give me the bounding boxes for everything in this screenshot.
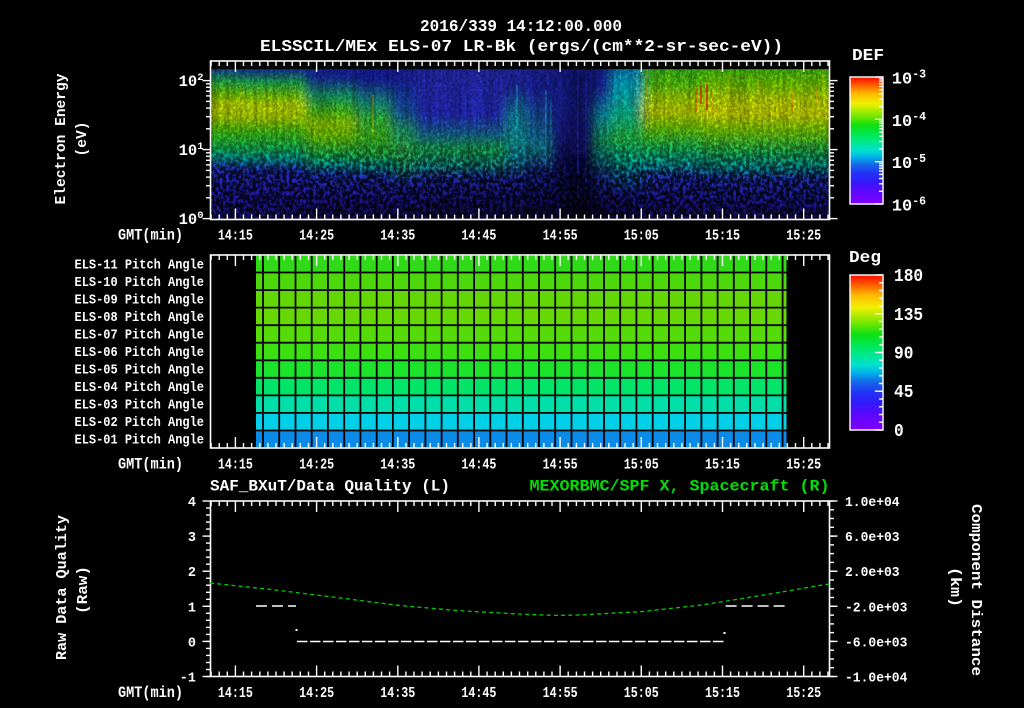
svg-text:-6.0e+03: -6.0e+03 <box>845 635 907 651</box>
svg-text:15:15: 15:15 <box>705 458 740 474</box>
svg-text:6.0e+03: 6.0e+03 <box>845 530 900 546</box>
svg-text:ELS-07 Pitch Angle: ELS-07 Pitch Angle <box>75 328 205 344</box>
svg-text:14:45: 14:45 <box>461 686 496 702</box>
svg-text:14:35: 14:35 <box>380 686 415 702</box>
svg-text:MEXORBMC/SPF X, Spacecraft (R): MEXORBMC/SPF X, Spacecraft (R) <box>530 478 830 496</box>
svg-text:15:05: 15:05 <box>624 458 659 474</box>
svg-text:1.0e+04: 1.0e+04 <box>845 495 900 511</box>
svg-text:90: 90 <box>894 345 913 365</box>
svg-text:2016/339 14:12:00.000: 2016/339 14:12:00.000 <box>420 18 622 37</box>
svg-text:15:25: 15:25 <box>786 458 821 474</box>
svg-text:15:05: 15:05 <box>624 229 659 245</box>
svg-text:ELS-02 Pitch Angle: ELS-02 Pitch Angle <box>75 415 205 431</box>
svg-text:3: 3 <box>188 531 196 546</box>
svg-text:ELS-08 Pitch Angle: ELS-08 Pitch Angle <box>75 310 205 326</box>
svg-text:DEF: DEF <box>852 47 884 66</box>
svg-text:15:25: 15:25 <box>786 686 821 702</box>
svg-text:14:25: 14:25 <box>299 458 334 474</box>
svg-text:14:15: 14:15 <box>218 686 253 702</box>
svg-text:SAF_BXuT/Data Quality (L): SAF_BXuT/Data Quality (L) <box>210 478 450 496</box>
svg-text:ELS-06 Pitch Angle: ELS-06 Pitch Angle <box>75 345 205 361</box>
svg-text:2: 2 <box>188 566 196 581</box>
svg-text:ELS-10 Pitch Angle: ELS-10 Pitch Angle <box>75 275 205 291</box>
svg-text:15:05: 15:05 <box>624 686 659 702</box>
svg-text:(Raw): (Raw) <box>75 566 92 614</box>
svg-text:180: 180 <box>894 267 923 287</box>
svg-text:14:35: 14:35 <box>380 229 415 245</box>
svg-text:-2.0e+03: -2.0e+03 <box>845 600 907 616</box>
svg-text:(eV): (eV) <box>74 122 91 157</box>
svg-text:ELSSCIL/MEx ELS-07 LR-Bk (erg: ELSSCIL/MEx ELS-07 LR-Bk (ergs/(cm**2-sr… <box>260 38 783 57</box>
svg-text:15:15: 15:15 <box>705 686 740 702</box>
svg-text:14:15: 14:15 <box>218 229 253 245</box>
svg-text:(km): (km) <box>946 567 963 607</box>
svg-text:ELS-01 Pitch Angle: ELS-01 Pitch Angle <box>75 433 205 449</box>
svg-text:Electron Energy: Electron Energy <box>53 74 70 205</box>
svg-text:ELS-11 Pitch Angle: ELS-11 Pitch Angle <box>75 257 205 273</box>
svg-text:14:55: 14:55 <box>543 229 578 245</box>
svg-text:14:15: 14:15 <box>218 458 253 474</box>
svg-text:14:45: 14:45 <box>461 458 496 474</box>
svg-text:15:15: 15:15 <box>705 229 740 245</box>
svg-text:0: 0 <box>188 636 196 651</box>
svg-text:Raw Data Quality: Raw Data Quality <box>54 515 71 660</box>
svg-text:14:45: 14:45 <box>461 229 496 245</box>
svg-text:0: 0 <box>894 422 904 442</box>
svg-text:ELS-03 Pitch Angle: ELS-03 Pitch Angle <box>75 398 205 414</box>
svg-text:14:55: 14:55 <box>543 458 578 474</box>
svg-text:GMT(min): GMT(min) <box>118 227 183 245</box>
svg-text:135: 135 <box>894 306 923 326</box>
svg-text:Deg: Deg <box>849 249 881 268</box>
svg-text:4: 4 <box>188 496 196 511</box>
svg-text:ELS-05 Pitch Angle: ELS-05 Pitch Angle <box>75 363 205 379</box>
svg-text:45: 45 <box>894 383 913 403</box>
svg-text:1: 1 <box>188 601 196 616</box>
svg-text:14:25: 14:25 <box>299 229 334 245</box>
svg-text:14:55: 14:55 <box>543 686 578 702</box>
svg-text:ELS-04 Pitch Angle: ELS-04 Pitch Angle <box>75 380 205 396</box>
svg-text:GMT(min): GMT(min) <box>118 684 183 702</box>
svg-text:14:35: 14:35 <box>380 458 415 474</box>
svg-text:15:25: 15:25 <box>786 229 821 245</box>
svg-text:14:25: 14:25 <box>299 686 334 702</box>
svg-text:-1: -1 <box>180 672 196 687</box>
svg-text:-1.0e+04: -1.0e+04 <box>845 671 907 687</box>
svg-text:2.0e+03: 2.0e+03 <box>845 565 900 581</box>
svg-text:ELS-09 Pitch Angle: ELS-09 Pitch Angle <box>75 292 205 308</box>
svg-text:GMT(min): GMT(min) <box>118 456 183 474</box>
svg-text:Component Distance: Component Distance <box>967 504 984 676</box>
